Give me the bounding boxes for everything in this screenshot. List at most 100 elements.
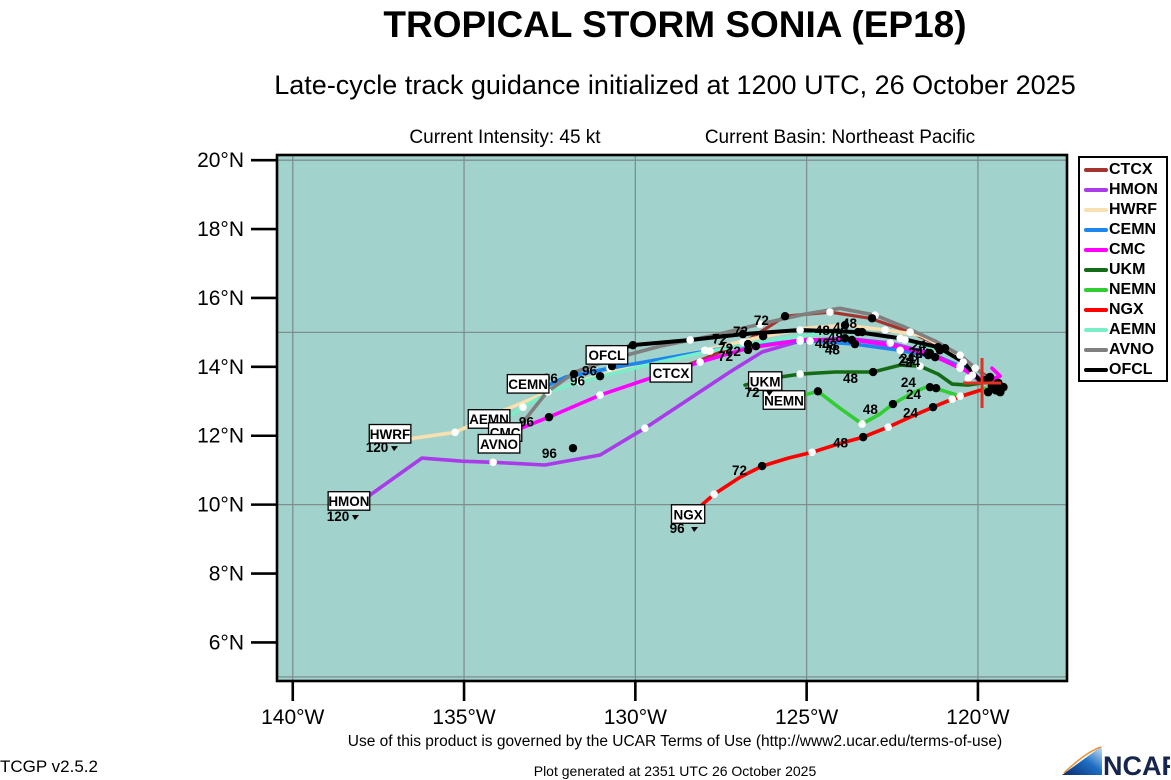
model-label-box-OFCL xyxy=(585,344,629,365)
legend-swatch-CMC xyxy=(1084,248,1108,252)
dot-72h-HWRF xyxy=(758,331,768,341)
hour-label-72-CMC: 72 xyxy=(726,344,741,359)
hour-label-72-CEMN: 72 xyxy=(718,341,733,356)
dot-12h-CEMN xyxy=(806,337,814,345)
subtitle: Late-cycle track guidance initialized at… xyxy=(274,70,1076,100)
dot-72h-NGX xyxy=(757,461,767,471)
model-label-HMON: HMON xyxy=(328,494,369,509)
legend-swatch-AVNO xyxy=(1084,348,1108,352)
dot-48h-CMC xyxy=(847,335,857,345)
y-tick-label: 16°N xyxy=(197,287,244,310)
model-label-NEMN: NEMN xyxy=(764,393,804,408)
dot-12h-CMC xyxy=(596,391,604,399)
dot-72h-CTCX xyxy=(780,312,790,321)
x-tick-label: 140°W xyxy=(261,706,324,729)
y-tick-label: 10°N xyxy=(197,494,244,517)
legend-swatch-NGX xyxy=(1084,308,1108,312)
hour-label-48-NGX: 48 xyxy=(833,435,849,450)
cluster-dot xyxy=(983,387,993,397)
legend-item-CEMN: CEMN xyxy=(1084,220,1166,240)
hour-label-24-CEMN: 24 xyxy=(905,355,921,370)
ncar-swoosh xyxy=(1062,746,1102,775)
dot-12h-CMC xyxy=(696,358,704,366)
y-tick-label: 8°N xyxy=(209,563,244,586)
legend-swatch-CEMN xyxy=(1084,228,1108,232)
legend-swatch-HWRF xyxy=(1084,208,1108,212)
dot-12h-UKM xyxy=(796,370,804,378)
model-label-AVNO: AVNO xyxy=(480,437,518,452)
sub-hour-marker xyxy=(766,390,774,396)
sub-hour-label-72: 72 xyxy=(745,385,760,400)
model-label-CTCX: CTCX xyxy=(653,366,690,381)
dot-48h-OFCL xyxy=(853,327,863,337)
legend-label-CEMN: CEMN xyxy=(1109,221,1157,238)
legend-item-CMC: CMC xyxy=(1084,240,1166,260)
hour-label-24-HMON: 24 xyxy=(900,351,916,366)
ncar-logo: NCAR xyxy=(1062,746,1170,780)
dot-96h-AEMN xyxy=(595,371,605,381)
hour-label-72-CTCX: 72 xyxy=(754,313,769,328)
hour-label-24-CMC: 24 xyxy=(898,353,914,368)
legend-item-OFCL: OFCL xyxy=(1084,360,1166,380)
cluster-dot xyxy=(995,387,1005,397)
dot-48h-HWRF xyxy=(840,320,850,330)
legend-label-UKM: UKM xyxy=(1109,261,1146,278)
hour-label-48-AEMN: 48 xyxy=(833,320,849,335)
dot-48h-CTCX xyxy=(867,314,877,323)
dot-12h-CMC xyxy=(956,364,964,373)
dot-72h-CEMN xyxy=(743,339,753,349)
track-AVNO xyxy=(516,306,992,430)
hour-label-96-AEMN: 96 xyxy=(570,373,586,388)
hour-label-48-UKM: 48 xyxy=(843,371,859,386)
legend-swatch-OFCL xyxy=(1084,368,1108,372)
model-label-box-AVNO xyxy=(477,433,521,454)
dot-12h-OFCL xyxy=(959,358,967,366)
sub-hour-label-120: 120 xyxy=(366,440,389,455)
dot-48h-NGX xyxy=(858,432,868,442)
sub-hour-marker xyxy=(351,515,359,521)
dot-12h-NGX xyxy=(710,490,718,499)
dot-24h-NEMN xyxy=(925,382,935,392)
dot-12h-OFCL xyxy=(896,334,904,343)
legend-label-AVNO: AVNO xyxy=(1109,341,1155,358)
y-tick-label: 12°N xyxy=(197,425,244,448)
legend-item-NEMN: NEMN xyxy=(1084,280,1166,300)
sub-hour-label-96: 96 xyxy=(670,521,686,536)
cluster-dot xyxy=(985,372,995,382)
dot-48h-UKM xyxy=(868,367,878,377)
dot-12h-NEMN xyxy=(858,420,866,428)
hour-label-24-UKM: 24 xyxy=(906,387,922,402)
hour-label-24-NGX: 24 xyxy=(903,405,919,420)
track-OFCL xyxy=(610,328,984,385)
map-frame xyxy=(275,153,1069,683)
dot-24h-OFCL xyxy=(933,343,943,352)
cluster-dot-white xyxy=(964,374,973,383)
dot-12h-HMON xyxy=(886,339,895,347)
x-tick-label: 125°W xyxy=(775,706,838,729)
dot-72h-CMC xyxy=(751,341,761,351)
legend-label-CMC: CMC xyxy=(1109,241,1146,258)
dot-24h-CEMN xyxy=(930,353,940,362)
hour-label-48-CMC: 48 xyxy=(822,338,838,353)
dot-12h-CTCX xyxy=(826,308,834,316)
y-tick-label: 20°N xyxy=(197,149,244,172)
legend-label-NEMN: NEMN xyxy=(1109,281,1157,298)
dot-96h-CEMN xyxy=(569,369,579,379)
legend-label-CTCX: CTCX xyxy=(1109,161,1153,178)
dot-12h-AEMN xyxy=(519,403,527,411)
legend-label-NGX: NGX xyxy=(1109,301,1144,318)
hour-label-96-HMON: 96 xyxy=(542,446,558,461)
dot-24h-UKM xyxy=(931,384,941,393)
dot-72h-OFCL xyxy=(738,329,748,339)
model-label-box-CEMN xyxy=(506,373,550,394)
hour-label-72-OFCL: 72 xyxy=(712,331,727,346)
legend-item-CTCX: CTCX xyxy=(1084,160,1166,180)
model-label-OFCL: OFCL xyxy=(589,348,626,363)
legend-item-AEMN: AEMN xyxy=(1084,320,1166,340)
dot-72h-HMON xyxy=(743,345,753,355)
dot-12h-NGX xyxy=(884,423,892,431)
hour-label-48-CEMN: 48 xyxy=(825,342,841,357)
dot-12h-CTCX xyxy=(906,328,914,336)
dot-24h-CMC xyxy=(924,350,933,360)
